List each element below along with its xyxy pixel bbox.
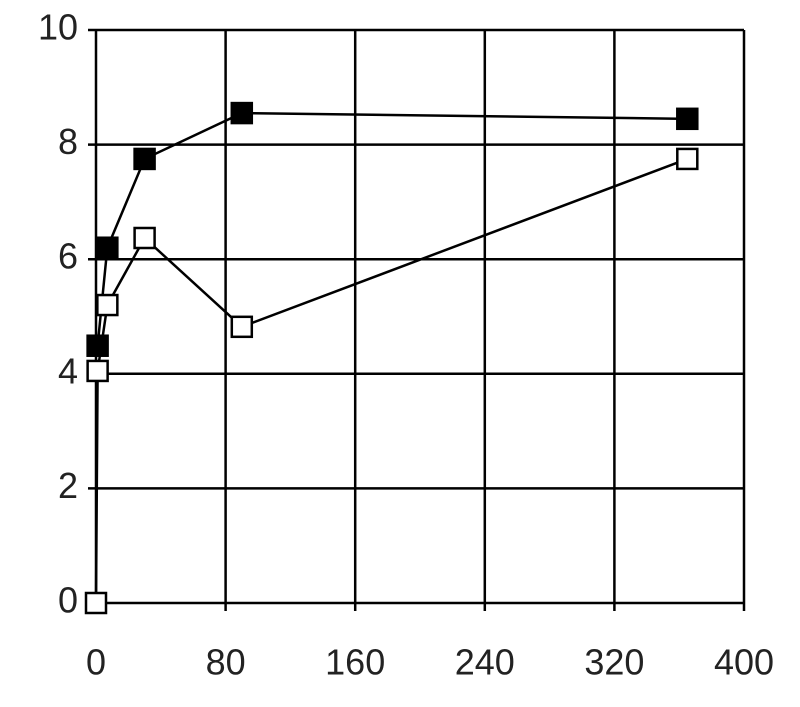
marker — [133, 226, 156, 250]
marker — [96, 236, 119, 259]
marker — [230, 101, 254, 125]
series-line — [96, 111, 688, 346]
marker — [96, 293, 119, 317]
x-tick-label: 0 — [86, 642, 106, 683]
x-tick-label: 320 — [584, 642, 644, 683]
x-tick-label: 160 — [325, 642, 385, 683]
series-line — [94, 157, 688, 604]
y-tick-label: 10 — [38, 7, 78, 48]
x-tick-label: 400 — [714, 642, 774, 683]
marker — [676, 147, 699, 171]
y-tick-label: 4 — [58, 350, 78, 391]
marker — [86, 359, 109, 383]
y-tick-label: 6 — [58, 236, 78, 277]
marker — [676, 107, 699, 131]
x-tick-label: 240 — [455, 642, 515, 683]
y-tick-label: 2 — [58, 465, 78, 506]
x-tick-label: 80 — [206, 642, 246, 683]
y-tick-label: 8 — [58, 121, 78, 162]
marker — [133, 147, 156, 171]
marker — [84, 591, 108, 615]
y-tick-label: 0 — [58, 580, 78, 621]
marker — [230, 315, 254, 339]
marker — [86, 334, 109, 357]
